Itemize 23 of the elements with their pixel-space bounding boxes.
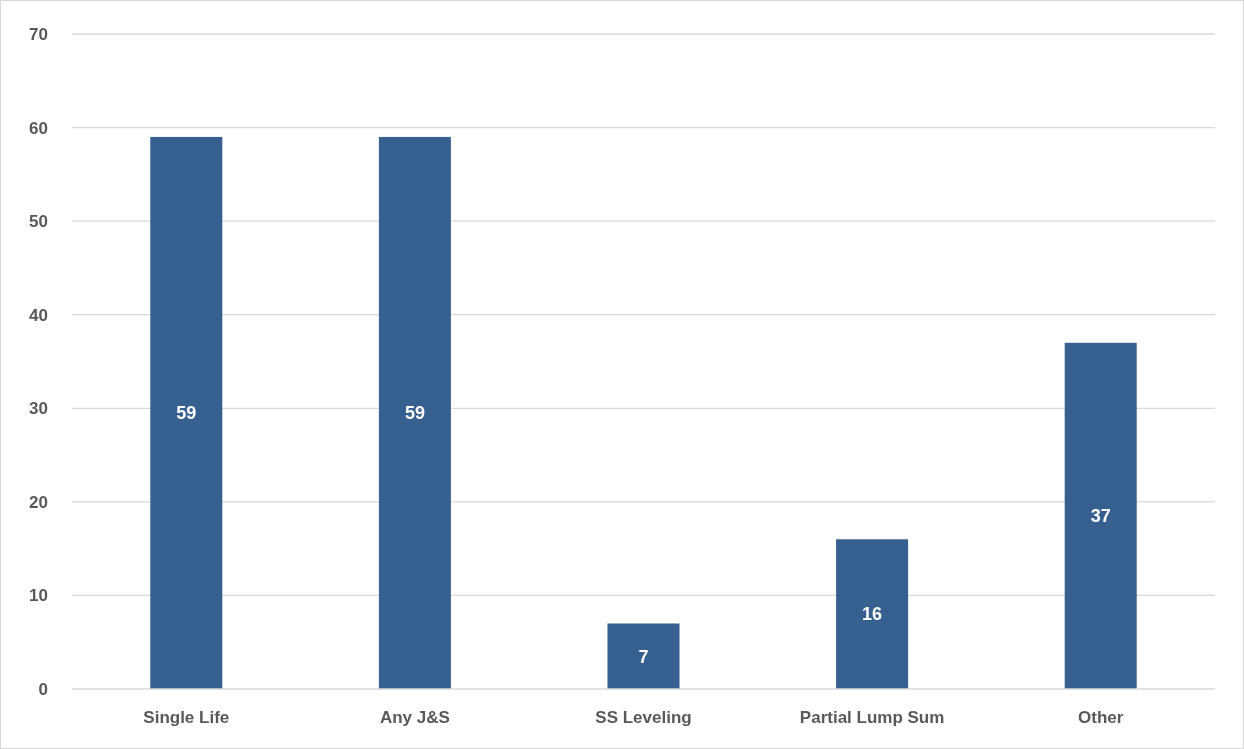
y-tick-label: 70 xyxy=(29,24,48,44)
x-tick-label: Other xyxy=(1078,708,1124,728)
data-label: 37 xyxy=(1090,506,1111,527)
data-label: 59 xyxy=(176,403,197,424)
y-tick-label: 20 xyxy=(29,492,48,512)
y-tick-label: 30 xyxy=(29,399,48,419)
bar xyxy=(1064,342,1137,689)
y-tick-label: 40 xyxy=(29,305,48,325)
x-tick-label: SS Leveling xyxy=(595,708,692,728)
y-tick-label: 50 xyxy=(29,212,48,232)
data-label: 16 xyxy=(862,604,883,625)
bar xyxy=(836,539,909,689)
x-tick-label: Any J&S xyxy=(379,708,450,728)
y-tick-label: 60 xyxy=(29,118,48,138)
data-label: 59 xyxy=(404,403,425,424)
y-tick-label: 0 xyxy=(38,679,48,699)
bar xyxy=(150,136,223,689)
data-label: 7 xyxy=(638,646,649,667)
bar xyxy=(378,136,451,689)
x-tick-label: Single Life xyxy=(143,708,230,728)
y-tick-label: 10 xyxy=(29,586,48,606)
x-tick-label: Partial Lump Sum xyxy=(799,708,945,728)
bar xyxy=(607,623,680,689)
